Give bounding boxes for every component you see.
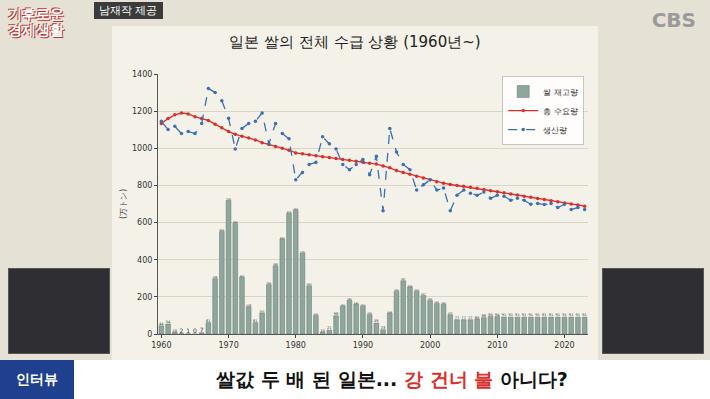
svg-text:1980: 1980	[286, 341, 306, 350]
svg-text:95: 95	[488, 313, 493, 317]
svg-text:91: 91	[502, 313, 507, 317]
svg-text:88: 88	[482, 314, 487, 318]
svg-text:(万トン): (万トン)	[119, 189, 128, 219]
svg-text:98: 98	[334, 312, 339, 316]
svg-text:368: 368	[273, 263, 278, 266]
svg-text:77: 77	[455, 316, 460, 320]
svg-text:200: 200	[137, 293, 152, 302]
svg-text:0: 0	[193, 327, 197, 334]
svg-text:2: 2	[180, 327, 184, 334]
svg-text:2000: 2000	[420, 341, 440, 350]
html-text:인터뷰: 인터뷰	[16, 370, 58, 387]
svg-text:161: 161	[354, 302, 359, 305]
svg-text:553: 553	[219, 229, 224, 232]
svg-text:91: 91	[515, 313, 520, 317]
svg-text:596: 596	[233, 221, 238, 224]
svg-text:1: 1	[186, 327, 190, 334]
svg-text:54: 54	[166, 320, 171, 324]
html-text:기후로운 경제생활: 기후로운 경제생활	[8, 6, 64, 38]
svg-text:91: 91	[576, 313, 581, 317]
svg-text:298: 298	[213, 276, 218, 279]
svg-text:1000: 1000	[132, 144, 152, 153]
svg-text:253: 253	[408, 285, 413, 288]
svg-text:21: 21	[327, 326, 332, 330]
svg-text:104: 104	[448, 312, 453, 315]
html-text:남재작 제공: 남재작 제공	[99, 4, 158, 17]
svg-text:91: 91	[542, 313, 547, 317]
svg-text:512: 512	[280, 237, 285, 240]
svg-text:180: 180	[428, 298, 433, 301]
svg-text:100: 100	[314, 313, 319, 316]
svg-text:307: 307	[240, 275, 245, 278]
svg-text:1970: 1970	[218, 341, 238, 350]
svg-text:113: 113	[387, 311, 392, 314]
svg-text:80: 80	[475, 316, 480, 320]
svg-text:400: 400	[137, 256, 152, 265]
svg-text:150: 150	[361, 304, 366, 307]
svg-text:649: 649	[287, 211, 292, 214]
svg-text:266: 266	[267, 282, 272, 285]
svg-text:91: 91	[582, 313, 587, 317]
svg-text:1400: 1400	[132, 70, 152, 79]
svg-text:1960: 1960	[151, 341, 171, 350]
svg-text:207: 207	[421, 293, 426, 296]
svg-text:총 수요량: 총 수요량	[543, 107, 578, 116]
svg-text:일본 쌀의 전체 수급 상황 (1960년~): 일본 쌀의 전체 수급 상황 (1960년~)	[229, 33, 480, 51]
svg-text:800: 800	[137, 181, 152, 190]
svg-text:164: 164	[434, 301, 439, 304]
html-text:CBS: CBS	[651, 8, 696, 32]
svg-text:91: 91	[529, 313, 534, 317]
svg-text:77: 77	[461, 316, 466, 320]
svg-text:2010: 2010	[487, 341, 507, 350]
svg-text:666: 666	[293, 208, 298, 211]
svg-text:94: 94	[495, 313, 500, 317]
svg-text:2020: 2020	[554, 341, 574, 350]
svg-text:23: 23	[381, 326, 386, 330]
svg-text:260: 260	[307, 283, 312, 286]
svg-text:160: 160	[441, 302, 446, 305]
svg-text:435: 435	[300, 251, 305, 254]
svg-text:61: 61	[253, 319, 258, 323]
svg-text:148: 148	[246, 304, 251, 307]
svg-text:91: 91	[535, 313, 540, 317]
svg-text:0: 0	[147, 330, 152, 339]
svg-text:생산량: 생산량	[543, 126, 567, 135]
svg-text:1990: 1990	[353, 341, 373, 350]
svg-text:105: 105	[367, 312, 372, 315]
svg-text:181: 181	[347, 298, 352, 301]
svg-text:61: 61	[206, 319, 211, 323]
svg-text:7: 7	[200, 326, 204, 333]
svg-text:44: 44	[159, 322, 164, 326]
svg-text:150: 150	[340, 304, 345, 307]
svg-text:10: 10	[320, 329, 325, 333]
svg-text:77: 77	[468, 316, 473, 320]
svg-text:91: 91	[569, 313, 574, 317]
svg-text:59: 59	[374, 319, 379, 323]
svg-text:쌀 재고량: 쌀 재고량	[543, 88, 578, 97]
svg-text:287: 287	[401, 278, 406, 281]
svg-text:230: 230	[414, 289, 419, 292]
svg-text:600: 600	[137, 218, 152, 227]
svg-text:91: 91	[522, 313, 527, 317]
svg-text:114: 114	[260, 310, 265, 313]
svg-text:230: 230	[394, 289, 399, 292]
svg-text:10: 10	[172, 329, 177, 333]
svg-text:91: 91	[549, 313, 554, 317]
svg-text:1200: 1200	[132, 107, 152, 116]
svg-text:720: 720	[226, 198, 231, 201]
svg-text:91: 91	[562, 313, 567, 317]
svg-text:91: 91	[508, 313, 513, 317]
html-text:쌀값 두 배 된 일본...강 건너 불아니다?: 쌀값 두 배 된 일본...강 건너 불아니다?	[216, 367, 568, 390]
svg-text:91: 91	[555, 313, 560, 317]
